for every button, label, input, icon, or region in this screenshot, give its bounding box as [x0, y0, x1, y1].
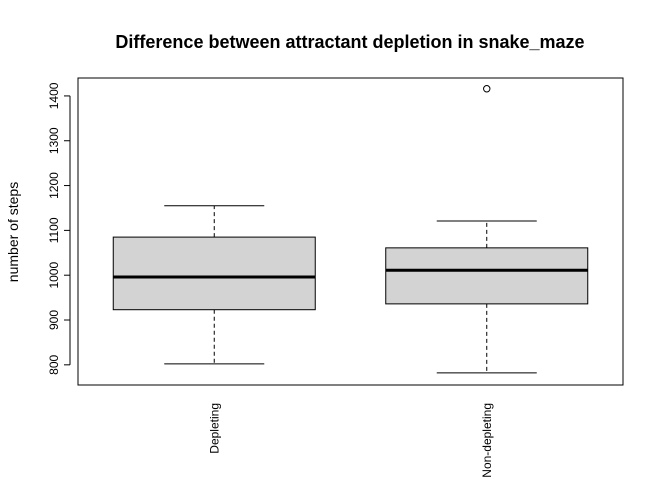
y-tick-label: 1400 — [47, 82, 61, 109]
box-depleting — [112, 205, 316, 365]
x-category-label: Non-depleting — [480, 403, 494, 478]
box-non-depleting — [385, 85, 589, 374]
y-axis: 800 900 1000 1100 1200 1300 1400 — [47, 82, 71, 375]
y-axis-label: number of steps — [5, 182, 21, 282]
x-axis-labels: Depleting Non-depleting — [207, 403, 494, 478]
plot-frame — [77, 77, 624, 386]
x-category-label: Depleting — [207, 403, 221, 454]
iqr-box — [385, 247, 589, 305]
y-tick-label: 1000 — [47, 262, 61, 289]
y-tick-label: 900 — [47, 310, 61, 330]
y-tick-label: 1100 — [47, 217, 61, 243]
iqr-box — [112, 236, 316, 311]
y-tick-label: 1300 — [47, 127, 61, 154]
boxes-group — [112, 85, 589, 374]
y-tick-label: 800 — [47, 355, 61, 375]
chart-title: Difference between attractant depletion … — [115, 32, 584, 52]
outlier-point — [483, 85, 491, 93]
y-tick-label: 1200 — [47, 172, 61, 199]
